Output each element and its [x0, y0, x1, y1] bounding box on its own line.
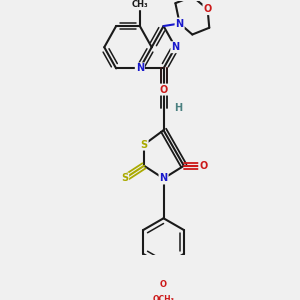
- Text: O: O: [159, 85, 168, 94]
- Text: O: O: [199, 161, 208, 171]
- Text: N: N: [176, 19, 184, 28]
- Text: N: N: [160, 173, 168, 184]
- Text: S: S: [121, 173, 128, 184]
- Text: N: N: [171, 42, 179, 52]
- Text: S: S: [140, 140, 148, 150]
- Text: O: O: [203, 4, 212, 14]
- Text: H: H: [174, 103, 182, 113]
- Text: N: N: [136, 63, 144, 74]
- Text: O: O: [160, 280, 167, 289]
- Text: OCH₃: OCH₃: [152, 295, 175, 300]
- Text: CH₃: CH₃: [131, 0, 148, 9]
